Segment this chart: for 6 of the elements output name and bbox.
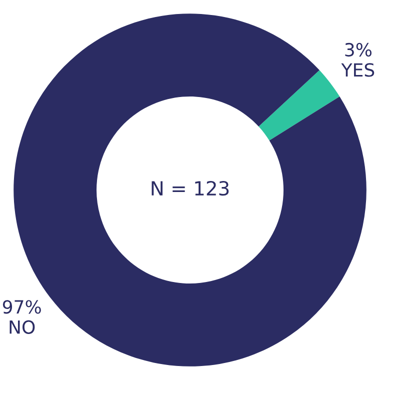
donut-slice (258, 70, 340, 140)
slice-label: NO (10, 320, 35, 334)
data-label: 3% (345, 42, 372, 57)
slice-label: YES (341, 63, 374, 77)
text: N = 123 (152, 180, 229, 196)
data-label: 97% (2, 300, 41, 314)
